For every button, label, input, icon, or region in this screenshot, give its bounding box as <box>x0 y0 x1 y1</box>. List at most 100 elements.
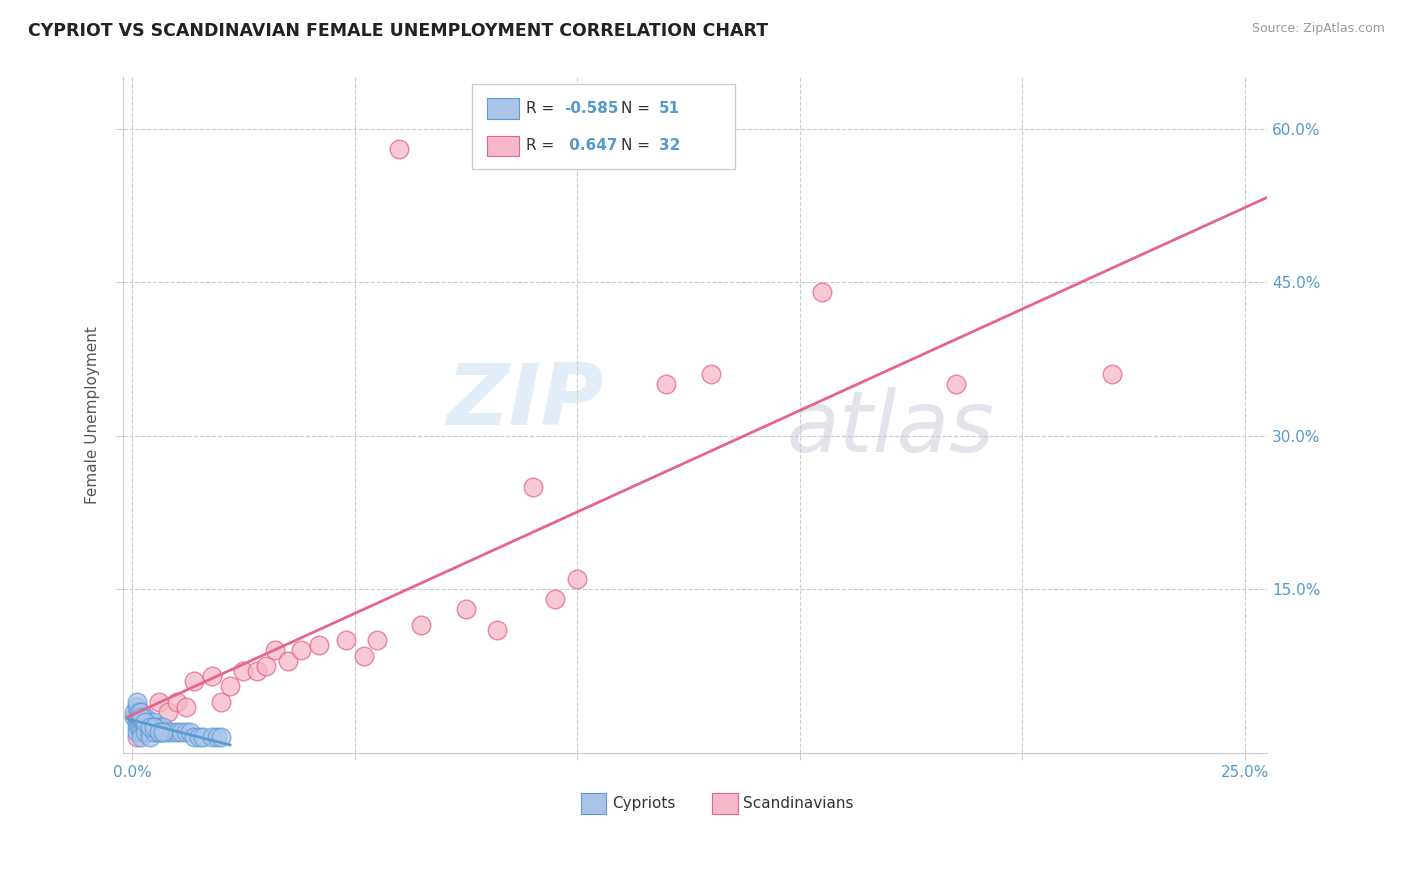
Point <box>454 602 477 616</box>
Point <box>166 695 188 709</box>
Point <box>148 720 170 734</box>
Text: N =: N = <box>621 138 650 153</box>
Point <box>209 731 232 745</box>
Point <box>166 725 188 739</box>
Point <box>187 731 209 745</box>
Text: CYPRIOT VS SCANDINAVIAN FEMALE UNEMPLOYMENT CORRELATION CHART: CYPRIOT VS SCANDINAVIAN FEMALE UNEMPLOYM… <box>28 22 768 40</box>
Point <box>183 731 205 745</box>
Point <box>335 633 357 648</box>
Point <box>174 725 197 739</box>
Point <box>205 731 228 745</box>
Point <box>132 714 155 729</box>
FancyBboxPatch shape <box>486 98 519 119</box>
Point <box>129 720 152 734</box>
Text: Cypriots: Cypriots <box>612 796 675 811</box>
Text: Scandinavians: Scandinavians <box>744 796 853 811</box>
Point <box>143 720 166 734</box>
Point <box>134 714 156 729</box>
Point <box>219 679 242 693</box>
Text: 32: 32 <box>658 138 681 153</box>
Point <box>353 648 375 663</box>
Point <box>183 674 205 689</box>
Point <box>134 725 156 739</box>
Point <box>148 695 170 709</box>
Point <box>152 725 174 739</box>
Point <box>567 572 589 586</box>
Text: atlas: atlas <box>787 387 995 470</box>
Text: 0.647: 0.647 <box>564 138 617 153</box>
Point <box>201 731 224 745</box>
Point <box>232 664 254 678</box>
Point <box>128 705 150 719</box>
Point <box>263 643 285 657</box>
Point <box>139 725 162 739</box>
Point <box>486 623 509 637</box>
Point <box>366 633 388 648</box>
Text: R =: R = <box>526 138 554 153</box>
Point <box>1101 367 1123 381</box>
Point <box>125 699 148 714</box>
Point <box>811 285 834 300</box>
FancyBboxPatch shape <box>472 84 735 169</box>
Point <box>129 710 152 724</box>
Point <box>143 725 166 739</box>
Point <box>174 699 197 714</box>
Point <box>124 705 146 719</box>
Point <box>134 720 156 734</box>
Point <box>125 710 148 724</box>
Point <box>139 731 162 745</box>
Point <box>148 725 170 739</box>
Point <box>125 714 148 729</box>
Point <box>129 725 152 739</box>
Point <box>128 710 150 724</box>
Point <box>209 695 232 709</box>
FancyBboxPatch shape <box>581 793 606 814</box>
Point <box>143 714 166 729</box>
Point <box>544 592 567 607</box>
Text: ZIP: ZIP <box>446 360 603 443</box>
Point <box>128 720 150 734</box>
Point <box>139 720 162 734</box>
Text: R =: R = <box>526 101 554 116</box>
Point <box>134 720 156 734</box>
Point <box>277 654 299 668</box>
Point <box>152 720 174 734</box>
Point <box>139 720 162 734</box>
Point <box>945 377 967 392</box>
Point <box>193 731 215 745</box>
Point <box>411 617 433 632</box>
Point <box>134 710 156 724</box>
FancyBboxPatch shape <box>486 136 519 156</box>
Point <box>700 367 723 381</box>
Point <box>124 710 146 724</box>
Point <box>308 638 330 652</box>
Point <box>129 731 152 745</box>
Point <box>160 725 183 739</box>
Point <box>156 705 179 719</box>
Point <box>129 710 152 724</box>
Point <box>152 725 174 739</box>
Y-axis label: Female Unemployment: Female Unemployment <box>86 326 100 504</box>
Point <box>522 480 544 494</box>
Text: N =: N = <box>621 101 650 116</box>
Point <box>143 720 166 734</box>
Point <box>170 725 193 739</box>
Point <box>125 695 148 709</box>
Point <box>129 705 152 719</box>
Point <box>125 705 148 719</box>
Point <box>388 142 411 156</box>
Text: Source: ZipAtlas.com: Source: ZipAtlas.com <box>1251 22 1385 36</box>
Point <box>148 725 170 739</box>
Point <box>125 720 148 734</box>
Point <box>129 714 152 729</box>
Point <box>156 725 179 739</box>
Point <box>201 669 224 683</box>
Text: 51: 51 <box>658 101 679 116</box>
Point <box>254 658 277 673</box>
Point <box>179 725 201 739</box>
Point <box>139 714 162 729</box>
Point <box>125 731 148 745</box>
Point <box>125 725 148 739</box>
Point <box>246 664 269 678</box>
Point <box>290 643 312 657</box>
